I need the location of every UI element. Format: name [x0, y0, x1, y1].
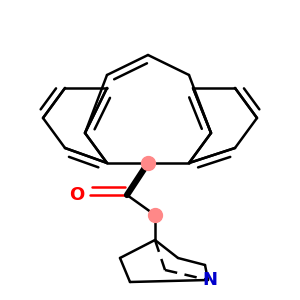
Text: N: N	[202, 271, 217, 289]
Text: O: O	[69, 186, 85, 204]
